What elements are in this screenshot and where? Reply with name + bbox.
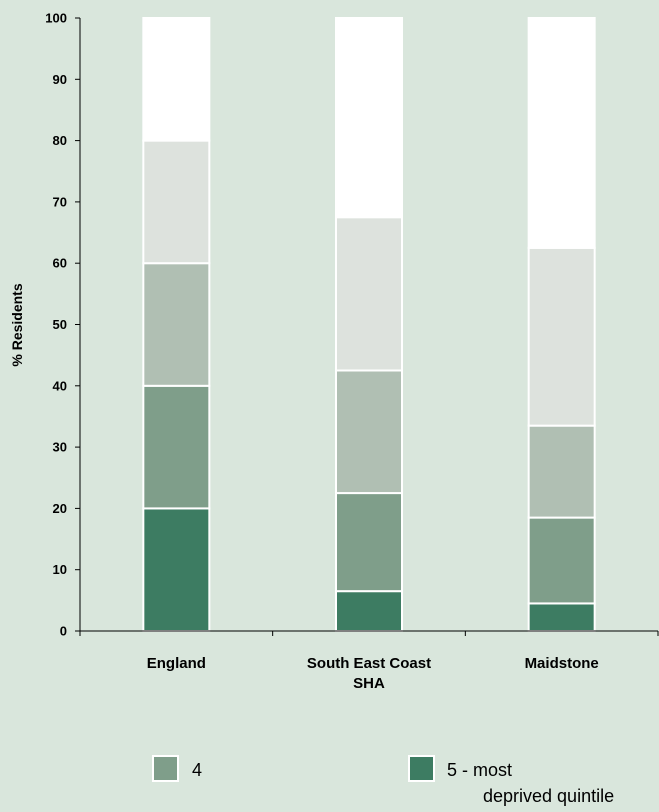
- bar-segment-2-3: [527, 246, 596, 427]
- y-axis-title: % Residents: [9, 283, 25, 366]
- category-label-1: South East Coast SHA: [307, 655, 431, 692]
- y-tick-label-80: 80: [53, 133, 67, 148]
- y-tick-label-50: 50: [53, 317, 67, 332]
- y-tick-label-70: 70: [53, 194, 67, 209]
- bar-segment-2-1: [527, 516, 596, 605]
- bar-segment-1-4: [335, 17, 403, 219]
- y-tick-label-90: 90: [53, 72, 67, 87]
- bar-segment-2-4: [527, 17, 596, 249]
- bar-segment-0-4: [142, 17, 211, 142]
- bar-segment-0-3: [142, 139, 211, 265]
- y-tick-label-60: 60: [53, 256, 67, 271]
- legend-swatch-0: [152, 755, 179, 782]
- bar-segment-2-0: [527, 602, 596, 632]
- bar-segment-2-2: [527, 424, 596, 519]
- legend-label-1: 5 - most deprived quintile: [447, 760, 614, 806]
- y-tick-label-0: 0: [60, 624, 67, 639]
- axes-layer: [75, 17, 659, 636]
- bars-layer: [142, 17, 596, 633]
- y-tick-label-20: 20: [53, 501, 67, 516]
- bar-segment-1-0: [335, 590, 403, 633]
- labels-layer: 0 10 20 30 40 50 60 70 80 90 100 England South East …: [9, 11, 599, 693]
- legend-label-0: 4: [192, 760, 202, 780]
- bar-segment-1-3: [335, 216, 403, 372]
- category-label-0: England: [147, 655, 206, 672]
- legend-swatch-1: [408, 755, 435, 782]
- y-tick-label-40: 40: [53, 378, 67, 393]
- bar-segment-1-1: [335, 492, 403, 593]
- bar-segment-1-2: [335, 369, 403, 495]
- legend: 4 5 - most deprived quintile: [152, 755, 614, 806]
- y-tick-label-100: 100: [45, 11, 67, 26]
- bar-segment-0-0: [142, 507, 211, 632]
- y-tick-label-10: 10: [53, 562, 67, 577]
- bar-segment-0-1: [142, 384, 211, 510]
- bar-segment-0-2: [142, 262, 211, 387]
- category-label-2: Maidstone: [525, 655, 599, 672]
- y-tick-label-30: 30: [53, 440, 67, 455]
